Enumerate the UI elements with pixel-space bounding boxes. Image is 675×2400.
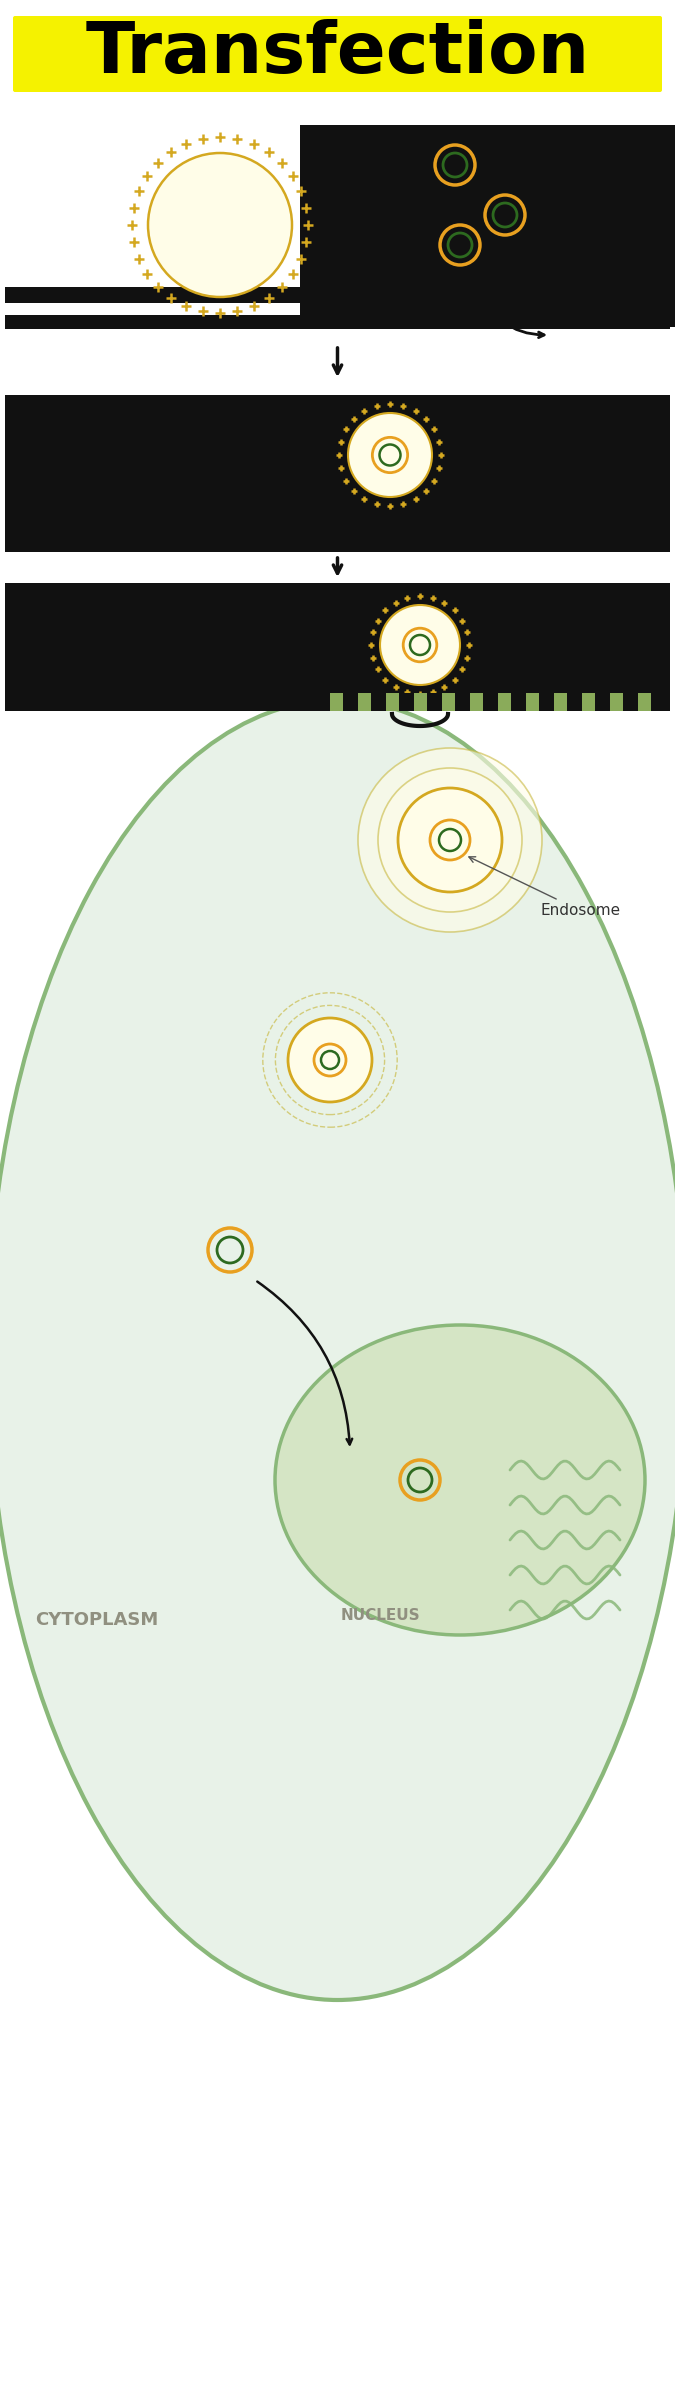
Circle shape: [378, 768, 522, 912]
Bar: [610, 694, 623, 710]
Bar: [5, 694, 670, 710]
Bar: [5, 538, 670, 552]
Bar: [386, 694, 399, 710]
Bar: [442, 694, 455, 710]
Bar: [526, 694, 539, 710]
Bar: [5, 694, 670, 710]
Circle shape: [288, 1018, 372, 1102]
Bar: [582, 694, 595, 710]
Bar: [470, 694, 483, 710]
Text: Endosome: Endosome: [469, 857, 620, 917]
Bar: [5, 583, 670, 708]
Bar: [386, 694, 399, 710]
Circle shape: [358, 749, 542, 931]
Bar: [554, 694, 567, 710]
Text: CYTOPLASM: CYTOPLASM: [35, 1610, 158, 1630]
Bar: [498, 694, 511, 710]
Bar: [554, 694, 567, 710]
Bar: [582, 694, 595, 710]
Bar: [470, 694, 483, 710]
Bar: [358, 694, 371, 710]
Ellipse shape: [275, 1325, 645, 1634]
Circle shape: [398, 787, 502, 893]
Circle shape: [380, 605, 460, 684]
Bar: [358, 694, 371, 710]
Text: Transfection: Transfection: [86, 19, 589, 89]
Circle shape: [348, 413, 432, 497]
Bar: [5, 314, 670, 329]
Bar: [498, 694, 511, 710]
Bar: [526, 694, 539, 710]
Bar: [300, 125, 675, 326]
Text: NUCLEUS: NUCLEUS: [340, 1608, 420, 1622]
Bar: [330, 694, 343, 710]
Bar: [414, 694, 427, 710]
Bar: [330, 694, 343, 710]
Bar: [5, 509, 670, 526]
Bar: [638, 694, 651, 710]
Bar: [414, 694, 427, 710]
Bar: [5, 288, 670, 302]
Bar: [5, 396, 670, 550]
Bar: [638, 694, 651, 710]
Bar: [610, 694, 623, 710]
Circle shape: [148, 154, 292, 298]
FancyBboxPatch shape: [13, 17, 662, 91]
Bar: [442, 694, 455, 710]
Ellipse shape: [0, 701, 675, 1999]
